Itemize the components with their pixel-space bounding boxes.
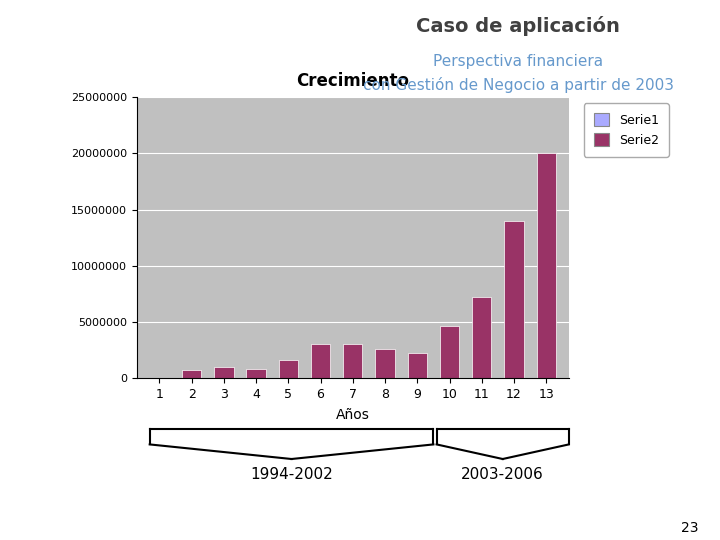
- Bar: [504, 221, 523, 378]
- Text: 1994-2002: 1994-2002: [250, 467, 333, 482]
- Bar: [472, 297, 492, 378]
- Text: 23: 23: [681, 521, 698, 535]
- Bar: [246, 369, 266, 378]
- Bar: [440, 326, 459, 378]
- Bar: [182, 370, 202, 378]
- Legend: Serie1, Serie2: Serie1, Serie2: [584, 104, 669, 157]
- X-axis label: Años: Años: [336, 408, 370, 422]
- Bar: [311, 345, 330, 378]
- Text: 2003-2006: 2003-2006: [462, 467, 544, 482]
- Text: Caso de aplicación: Caso de aplicación: [416, 16, 621, 36]
- Title: Crecimiento: Crecimiento: [297, 72, 409, 90]
- Bar: [214, 367, 233, 378]
- Bar: [279, 360, 298, 378]
- Bar: [536, 153, 556, 378]
- Bar: [375, 349, 395, 378]
- Bar: [408, 353, 427, 378]
- Text: Perspectiva financiera
con Gestión de Negocio a partir de 2003: Perspectiva financiera con Gestión de Ne…: [363, 54, 674, 93]
- Bar: [343, 345, 362, 378]
